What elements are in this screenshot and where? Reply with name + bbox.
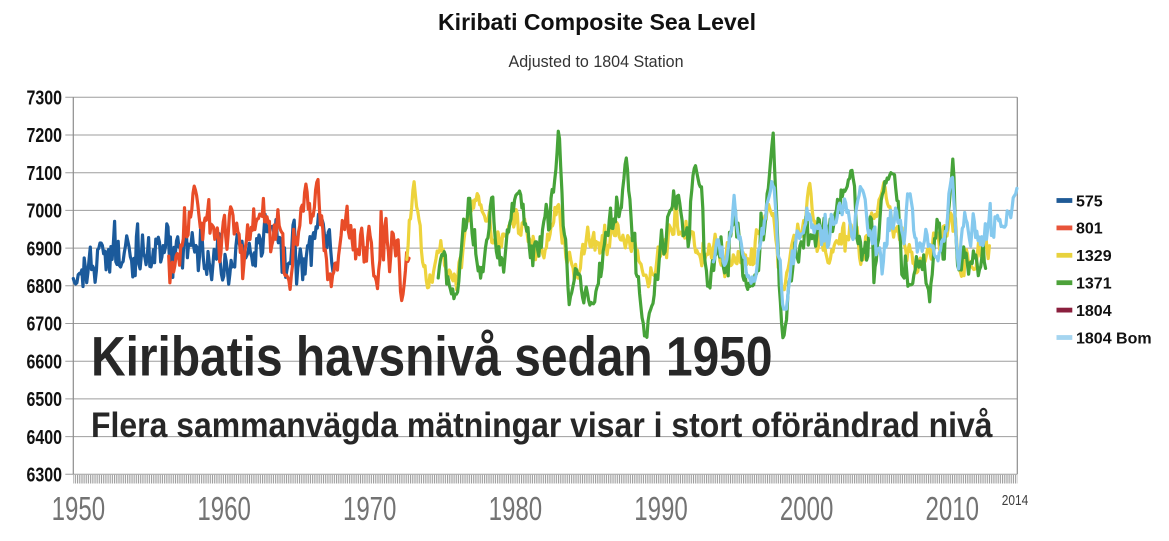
svg-text:7200: 7200 <box>27 125 63 147</box>
svg-text:1804 Bom: 1804 Bom <box>1076 330 1152 347</box>
svg-text:6400: 6400 <box>27 427 63 449</box>
svg-text:2010: 2010 <box>926 490 980 527</box>
svg-text:1970: 1970 <box>343 490 397 527</box>
svg-text:2000: 2000 <box>780 490 834 527</box>
svg-text:1950: 1950 <box>52 490 106 527</box>
svg-text:Adjusted to 1804 Station: Adjusted to 1804 Station <box>509 52 684 71</box>
svg-text:Kiribati Composite Sea Level: Kiribati Composite Sea Level <box>438 9 756 35</box>
svg-text:1990: 1990 <box>634 490 688 527</box>
svg-text:6800: 6800 <box>27 276 63 298</box>
svg-text:1960: 1960 <box>197 490 251 527</box>
svg-text:6300: 6300 <box>27 465 63 487</box>
svg-text:1371: 1371 <box>1076 276 1112 293</box>
svg-text:6500: 6500 <box>27 389 63 411</box>
svg-text:1804: 1804 <box>1076 303 1112 320</box>
svg-text:7300: 7300 <box>27 88 63 110</box>
svg-text:801: 801 <box>1076 221 1103 238</box>
svg-text:6900: 6900 <box>27 238 63 260</box>
svg-text:1980: 1980 <box>489 490 543 527</box>
svg-text:6600: 6600 <box>27 351 63 373</box>
svg-text:7000: 7000 <box>27 201 63 223</box>
svg-text:2014: 2014 <box>1002 492 1029 509</box>
svg-text:6700: 6700 <box>27 314 63 336</box>
svg-text:7100: 7100 <box>27 163 63 185</box>
svg-text:Flera sammanvägda mätningar vi: Flera sammanvägda mätningar visar i stor… <box>91 405 993 445</box>
svg-text:Kiribatis havsnivå sedan 1950: Kiribatis havsnivå sedan 1950 <box>91 325 773 388</box>
svg-text:1329: 1329 <box>1076 248 1112 265</box>
svg-text:575: 575 <box>1076 193 1103 210</box>
